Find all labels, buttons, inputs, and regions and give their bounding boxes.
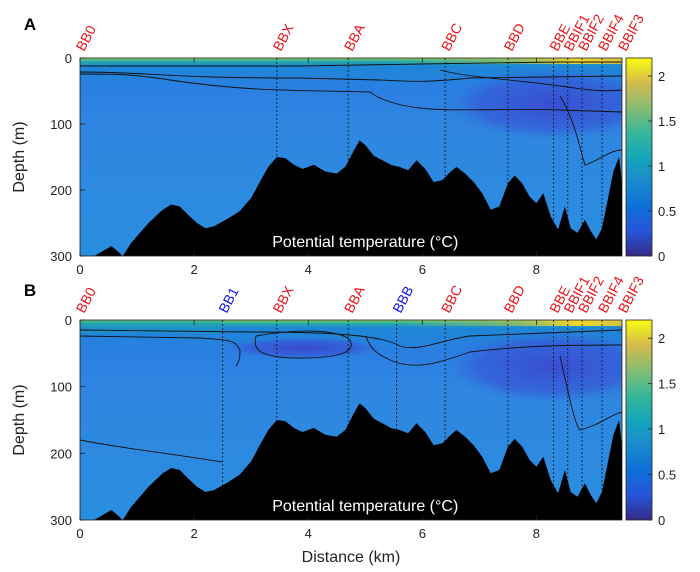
colorbar-tick-label: 0.5 <box>658 468 676 483</box>
isotherm-line-3 <box>365 335 622 366</box>
x-tick-label: 2 <box>190 526 197 541</box>
station-label-bba: BBA <box>341 21 369 54</box>
isotherm-line-2 <box>80 73 622 113</box>
panel-letter: B <box>24 281 36 300</box>
panel-letter: A <box>24 15 36 34</box>
isotherm-line-5 <box>559 355 622 431</box>
station-label-bb0: BB0 <box>73 22 100 53</box>
colorbar-tick-label: 2 <box>658 331 665 346</box>
station-label-bb1: BB1 <box>215 284 242 315</box>
x-tick-label: 8 <box>533 262 540 277</box>
isotherm-line-0 <box>80 329 622 349</box>
station-label-bbc: BBC <box>438 20 466 53</box>
temperature-field <box>80 320 622 520</box>
isotherm-line-3 <box>439 69 622 92</box>
isotherm-line-1 <box>80 71 622 82</box>
colorbar <box>625 319 653 521</box>
y-tick-label: 200 <box>50 446 72 461</box>
x-tick-label: 4 <box>305 526 312 541</box>
station-label-bbd: BBD <box>500 20 528 53</box>
station-label-bbd: BBD <box>500 282 528 315</box>
station-label-bbc: BBC <box>438 282 466 315</box>
warm-surface-layer <box>393 320 622 326</box>
station-label-bbx: BBX <box>269 283 297 316</box>
colorbar-tick-label: 2 <box>658 69 665 84</box>
y-tick-label: 100 <box>50 117 72 132</box>
x-tick-label: 6 <box>419 526 426 541</box>
cold-lens <box>222 337 383 359</box>
colorbar-tick-label: 0 <box>658 249 665 264</box>
colorbar-tick-label: 0 <box>658 513 665 528</box>
y-axis-label: Depth (m) <box>11 121 28 192</box>
isotherm-line-4 <box>559 95 622 166</box>
station-label-bb0: BB0 <box>73 284 100 315</box>
potential-temperature-label: Potential temperature (°C) <box>272 234 458 251</box>
warm-surface-layer <box>393 58 622 64</box>
colorbar-tick-label: 1 <box>658 159 665 174</box>
x-tick-label: 8 <box>533 526 540 541</box>
axes-frame <box>79 319 623 521</box>
axes-frame <box>79 57 623 257</box>
y-tick-label: 100 <box>50 380 72 395</box>
y-axis-label: Depth (m) <box>11 384 28 455</box>
colorbar <box>625 57 653 257</box>
temperature-field <box>80 58 622 256</box>
y-tick-label: 200 <box>50 183 72 198</box>
cold-water-core <box>445 67 622 141</box>
colorbar-tick-label: 1.5 <box>658 114 676 129</box>
colorbar-tick-label: 0.5 <box>658 204 676 219</box>
x-tick-label: 6 <box>419 262 426 277</box>
station-label-bbb: BBB <box>389 283 416 315</box>
x-tick-label: 4 <box>305 262 312 277</box>
cold-water-core <box>445 330 622 404</box>
x-tick-label: 0 <box>76 526 83 541</box>
colorbar-tick-label: 1 <box>658 422 665 437</box>
y-tick-label: 0 <box>65 313 72 328</box>
x-axis-label: Distance (km) <box>302 549 401 566</box>
panel-a: Potential temperature (°C) 0 2 4 6 8 0 100 200 30… <box>11 11 676 277</box>
isotherm-line-0 <box>80 61 622 67</box>
panel-b: Potential temperature (°C) 0 2 4 6 8 0 100 200 30… <box>11 273 676 566</box>
x-tick-label: 2 <box>190 262 197 277</box>
potential-temperature-label: Potential temperature (°C) <box>272 498 458 515</box>
seabed-bathymetry <box>80 403 622 520</box>
isotherm-line-1 <box>80 335 241 367</box>
station-label-bbx: BBX <box>269 21 297 54</box>
station-label-bba: BBA <box>341 283 369 316</box>
isotherm-line-2 <box>254 330 352 359</box>
isotherm-line-4 <box>80 439 223 463</box>
x-tick-label: 0 <box>76 262 83 277</box>
y-tick-label: 300 <box>50 513 72 528</box>
seabed-bathymetry <box>80 140 622 256</box>
y-tick-label: 0 <box>65 51 72 66</box>
colorbar-tick-label: 1.5 <box>658 377 676 392</box>
y-tick-label: 300 <box>50 249 72 264</box>
